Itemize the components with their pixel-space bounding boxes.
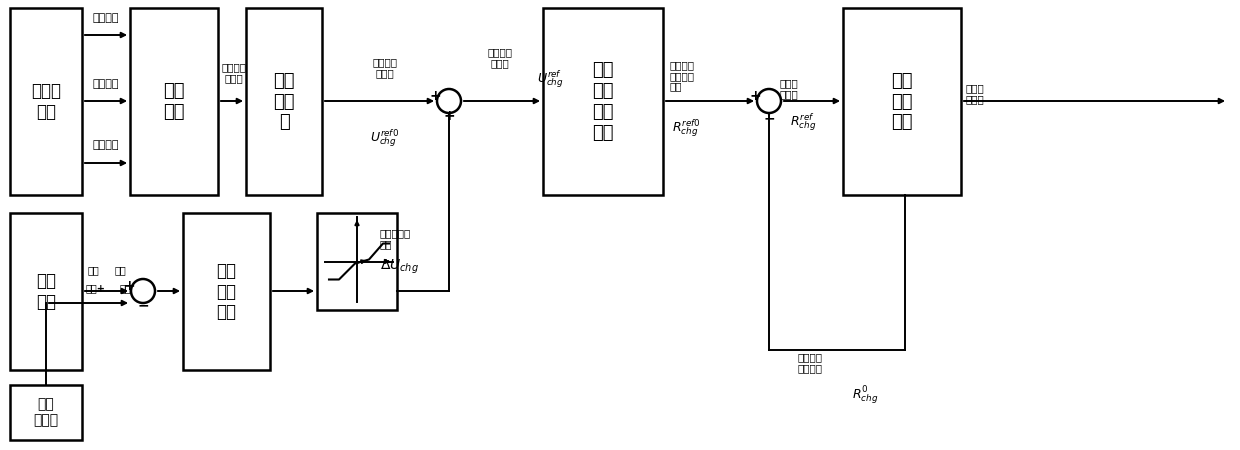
Text: $U_{chg}^{ref0}$: $U_{chg}^{ref0}$ [371, 128, 399, 149]
Text: 充电电压
基准值: 充电电压 基准值 [372, 57, 398, 78]
Text: 模式
选择: 模式 选择 [164, 82, 185, 121]
Bar [130, 8, 218, 195]
Text: $U_{chg}^{ref}$: $U_{chg}^{ref}$ [537, 68, 564, 90]
Text: 恒压二段: 恒压二段 [93, 79, 119, 89]
Ellipse shape [436, 89, 461, 113]
Text: 内阻+: 内阻+ [86, 283, 105, 293]
Bar [543, 8, 663, 195]
Text: 内阻
测量: 内阻 测量 [36, 272, 56, 311]
Bar [843, 8, 961, 195]
Text: +: + [429, 89, 440, 103]
Text: 充电电压
设定值: 充电电压 设定值 [487, 47, 512, 68]
Text: 内阻
电压
补偿: 内阻 电压 补偿 [217, 262, 237, 321]
Text: +: + [123, 279, 135, 293]
Text: 当前: 当前 [88, 265, 99, 275]
Text: +: + [443, 109, 455, 123]
Text: −: − [763, 111, 775, 125]
Text: 可控
调压
电阻: 可控 调压 电阻 [892, 72, 913, 131]
Text: $\Delta U_{chg}$: $\Delta U_{chg}$ [379, 258, 419, 276]
Text: 电阻调
整指令: 电阻调 整指令 [780, 78, 799, 99]
Bar [10, 213, 82, 370]
Bar [184, 213, 270, 370]
Text: 电压
基准
值: 电压 基准 值 [273, 72, 295, 131]
Text: 电路
分压
模型
计算: 电路 分压 模型 计算 [593, 61, 614, 142]
Ellipse shape [756, 89, 781, 113]
Ellipse shape [131, 279, 155, 303]
Text: 恒流浮充: 恒流浮充 [93, 140, 119, 150]
Bar [246, 8, 322, 195]
Text: +: + [749, 89, 761, 103]
Bar [317, 213, 397, 310]
Text: 恒流一段: 恒流一段 [93, 13, 119, 23]
Text: 内阻: 内阻 [115, 265, 126, 275]
Text: 调压电阻
阻值反馈: 调压电阻 阻值反馈 [797, 352, 822, 373]
Text: 三段式
充电: 三段式 充电 [31, 82, 61, 121]
Text: $R_{chg}^{ref}$: $R_{chg}^{ref}$ [790, 112, 816, 134]
Text: 充电模式
式输出: 充电模式 式输出 [222, 62, 247, 83]
Text: 充电电压修
正值: 充电电压修 正值 [379, 228, 412, 249]
Text: 可控调压
电阻调节
指令: 可控调压 电阻调节 指令 [670, 60, 694, 92]
Text: 电阻调
整执行: 电阻调 整执行 [966, 83, 985, 104]
Bar [10, 385, 82, 440]
Text: $R_{chg}^{0}$: $R_{chg}^{0}$ [852, 385, 878, 407]
Text: 内阻
基准值: 内阻 基准值 [33, 397, 58, 428]
Text: −: − [138, 298, 149, 312]
Bar [10, 8, 82, 195]
Text: 偏差: 偏差 [120, 283, 131, 293]
Text: $R_{chg}^{ref0}$: $R_{chg}^{ref0}$ [672, 118, 701, 140]
